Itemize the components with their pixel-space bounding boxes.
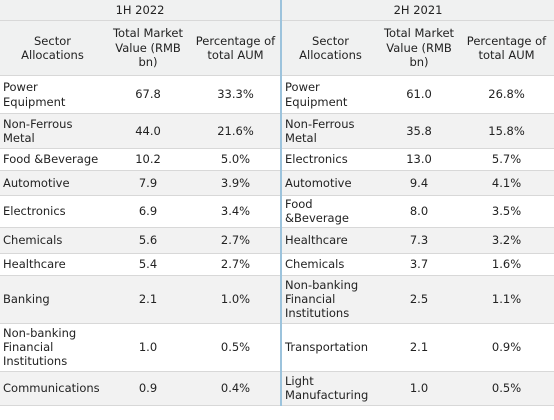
cell-value: 5.7% xyxy=(459,148,554,171)
sector-name: Electronics xyxy=(0,195,105,228)
sector-name: Healthcare xyxy=(0,253,105,276)
sector-name: Chemicals xyxy=(280,253,380,276)
sector-name: Healthcare xyxy=(280,227,380,254)
column-header-row: Sector Allocations Total Market Value (RM… xyxy=(0,20,554,76)
cell-value: 5.4 xyxy=(105,253,191,276)
cell-value: 7.3 xyxy=(379,227,460,254)
table-row: Power Equipment 67.8 33.3% Power Equipment 6… xyxy=(0,75,554,114)
period-label: 1H 2022 xyxy=(0,0,282,21)
table-row: Chemicals 5.6 2.7% Healthcare 7.3 3.2% xyxy=(0,227,554,254)
column-header: Percentage of total AUM xyxy=(191,20,282,76)
sector-name: Non-Ferrous Metal xyxy=(0,113,105,149)
sector-name: Light Manufacturing xyxy=(280,371,380,406)
sector-name: Non-banking Financial Institutions xyxy=(280,275,380,324)
sector-name: Power Equipment xyxy=(0,75,105,114)
cell-value: 1.0% xyxy=(191,275,282,324)
sector-name: Electronics xyxy=(280,148,380,171)
cell-value: 0.5% xyxy=(191,323,282,372)
sector-name: Automotive xyxy=(0,170,105,196)
cell-value: 61.0 xyxy=(379,75,460,114)
cell-value: 1.0 xyxy=(105,323,191,372)
sector-name: Power Equipment xyxy=(280,75,380,114)
cell-value: 3.2% xyxy=(459,227,554,254)
cell-value: 5.6 xyxy=(105,227,191,254)
cell-value: 1.1% xyxy=(459,275,554,324)
sector-name: Communications xyxy=(0,371,105,406)
cell-value: 21.6% xyxy=(191,113,282,149)
cell-value: 2.7% xyxy=(191,227,282,254)
table-row: Communications 0.9 0.4% Light Manufacturing… xyxy=(0,371,554,406)
cell-value: 0.5% xyxy=(459,371,554,406)
cell-value: 0.9 xyxy=(105,371,191,406)
cell-value: 33.3% xyxy=(191,75,282,114)
cell-value: 1.6% xyxy=(459,253,554,276)
column-header: Sector Allocations xyxy=(0,20,105,76)
sector-name: Food &Beverage xyxy=(0,148,105,171)
sector-name: Non-Ferrous Metal xyxy=(280,113,380,149)
cell-value: 0.9% xyxy=(459,323,554,372)
cell-value: 7.9 xyxy=(105,170,191,196)
cell-value: 4.1% xyxy=(459,170,554,196)
cell-value: 2.5 xyxy=(379,275,460,324)
sector-name: Automotive xyxy=(280,170,380,196)
table-row: Non-Ferrous Metal 44.0 21.6% Non-Ferrous Me… xyxy=(0,113,554,149)
sector-name: Transportation xyxy=(280,323,380,372)
table-row: Automotive 7.9 3.9% Automotive 9.4 4.1% xyxy=(0,170,554,196)
column-header: Percentage of total AUM xyxy=(459,20,554,76)
sector-name: Food &Beverage xyxy=(280,195,380,228)
cell-value: 0.4% xyxy=(191,371,282,406)
cell-value: 10.2 xyxy=(105,148,191,171)
sector-name: Chemicals xyxy=(0,227,105,254)
table-row: Food &Beverage 10.2 5.0% Electronics 13.0 5.7… xyxy=(0,148,554,171)
cell-value: 3.5% xyxy=(459,195,554,228)
sector-name: Banking xyxy=(0,275,105,324)
cell-value: 8.0 xyxy=(379,195,460,228)
sector-name: Non-banking Financial Institutions xyxy=(0,323,105,372)
cell-value: 6.9 xyxy=(105,195,191,228)
cell-value: 2.1 xyxy=(379,323,460,372)
table-row: Banking 2.1 1.0% Non-banking Financial Inst… xyxy=(0,275,554,324)
period-label: 2H 2021 xyxy=(280,0,554,21)
cell-value: 13.0 xyxy=(379,148,460,171)
cell-value: 26.8% xyxy=(459,75,554,114)
period-row: 1H 2022 2H 2021 xyxy=(0,0,554,21)
column-header: Sector Allocations xyxy=(280,20,380,76)
cell-value: 9.4 xyxy=(379,170,460,196)
cell-value: 2.1 xyxy=(105,275,191,324)
cell-value: 35.8 xyxy=(379,113,460,149)
cell-value: 3.7 xyxy=(379,253,460,276)
cell-value: 3.9% xyxy=(191,170,282,196)
sector-table: 1H 2022 2H 2021 Sector Allocations Total … xyxy=(0,0,554,406)
table-row: Healthcare 5.4 2.7% Chemicals 3.7 1.6% xyxy=(0,253,554,276)
cell-value: 3.4% xyxy=(191,195,282,228)
table-row: Electronics 6.9 3.4% Food &Beverage 8.0 3.5% xyxy=(0,195,554,228)
column-header: Total Market Value (RMB bn) xyxy=(379,20,460,76)
cell-value: 2.7% xyxy=(191,253,282,276)
table-row: Non-banking Financial Institutions 1.0 0.5… xyxy=(0,323,554,372)
cell-value: 15.8% xyxy=(459,113,554,149)
cell-value: 44.0 xyxy=(105,113,191,149)
cell-value: 5.0% xyxy=(191,148,282,171)
cell-value: 1.0 xyxy=(379,371,460,406)
cell-value: 67.8 xyxy=(105,75,191,114)
column-header: Total Market Value (RMB bn) xyxy=(105,20,191,76)
